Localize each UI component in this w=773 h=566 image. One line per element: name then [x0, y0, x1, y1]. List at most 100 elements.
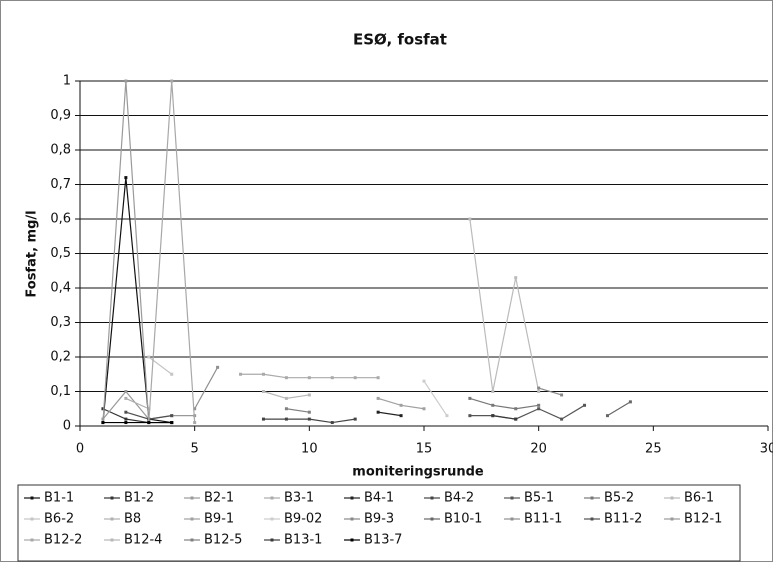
series-line — [125, 397, 150, 410]
y-tick-label: 1 — [63, 74, 71, 89]
series-line — [286, 408, 310, 413]
point — [330, 421, 334, 425]
legend-label: B6-1 — [684, 491, 714, 506]
y-tick-label: 0,4 — [50, 281, 71, 296]
legend-marker — [430, 517, 434, 521]
point — [170, 372, 174, 376]
x-tick-label: 15 — [416, 442, 433, 457]
legend-label: B9-02 — [284, 512, 322, 527]
point — [628, 400, 632, 404]
legend-marker — [350, 496, 354, 500]
legend-marker — [110, 517, 114, 521]
y-tick-label: 0,9 — [50, 108, 71, 123]
legend-marker — [30, 517, 34, 521]
point — [239, 372, 243, 376]
point — [101, 407, 105, 411]
point — [124, 417, 128, 421]
legend-marker — [270, 517, 274, 521]
point — [514, 407, 518, 411]
legend-label: B10-1 — [444, 512, 482, 527]
point — [124, 421, 128, 425]
y-tick-label: 0,8 — [50, 143, 71, 158]
point — [147, 355, 151, 359]
point — [514, 417, 518, 421]
legend-label: B9-1 — [204, 512, 234, 527]
point — [124, 176, 128, 180]
legend-marker — [30, 538, 34, 542]
point — [124, 79, 128, 83]
point — [193, 421, 197, 425]
series-line — [423, 380, 448, 416]
series-line — [607, 401, 631, 417]
point — [261, 390, 265, 393]
point — [284, 417, 288, 421]
point — [170, 414, 174, 418]
y-axis-title: Fosfat, mg/l — [25, 210, 40, 297]
legend-marker — [510, 496, 514, 500]
legend-label: B2-1 — [204, 491, 234, 506]
point — [170, 79, 174, 83]
legend-label: B4-1 — [364, 491, 394, 506]
legend-label: B1-2 — [124, 491, 154, 506]
series-line — [492, 415, 516, 420]
legend-marker — [670, 517, 674, 521]
point — [537, 390, 541, 393]
point — [537, 407, 541, 411]
legend-marker — [270, 538, 274, 542]
y-tick-label: 0,1 — [50, 384, 71, 399]
point — [193, 407, 197, 411]
point — [514, 276, 518, 280]
point — [468, 414, 472, 418]
y-tick-label: 0,6 — [50, 212, 71, 227]
x-tick-label: 0 — [76, 442, 84, 457]
point — [170, 421, 174, 425]
legend-marker — [510, 517, 514, 521]
point — [491, 390, 495, 393]
point — [422, 379, 426, 383]
legend-label: B8 — [124, 512, 141, 527]
point — [353, 376, 357, 380]
legend-marker — [350, 538, 354, 542]
legend-marker — [190, 496, 194, 500]
series-line — [102, 177, 172, 424]
legend-label: B9-3 — [364, 512, 394, 527]
series-line — [469, 218, 540, 392]
series-line — [378, 411, 402, 417]
point — [376, 410, 380, 414]
legend-label: B11-1 — [524, 512, 562, 527]
series-line — [469, 397, 539, 410]
point — [537, 403, 541, 407]
x-tick-label: 10 — [301, 442, 318, 457]
point — [307, 417, 311, 421]
point — [284, 376, 288, 380]
legend-label: B12-4 — [124, 533, 162, 548]
point — [468, 396, 472, 400]
chart-title: ESØ, fosfat — [353, 31, 447, 49]
legend-marker — [190, 538, 194, 542]
point — [284, 396, 288, 400]
legend-frame — [17, 484, 741, 562]
point — [261, 372, 265, 376]
legend-label: B12-5 — [204, 533, 242, 548]
point — [560, 417, 564, 421]
point — [124, 396, 128, 400]
legend-label: B13-7 — [364, 533, 402, 548]
point — [376, 396, 380, 400]
legend-marker — [110, 496, 114, 500]
point — [583, 403, 587, 407]
point — [147, 407, 151, 411]
legend-label: B5-1 — [524, 491, 554, 506]
legend-marker — [270, 496, 274, 500]
legend-label: B13-1 — [284, 533, 322, 548]
series-line — [538, 387, 562, 396]
point — [491, 414, 495, 418]
legend-label: B5-2 — [604, 491, 634, 506]
point — [307, 410, 311, 414]
x-tick-label: 20 — [530, 442, 547, 457]
x-tick-label: 25 — [645, 442, 662, 457]
legend-label: B11-2 — [604, 512, 642, 527]
legend-label: B4-2 — [444, 491, 474, 506]
point — [353, 417, 357, 421]
point — [307, 393, 311, 397]
